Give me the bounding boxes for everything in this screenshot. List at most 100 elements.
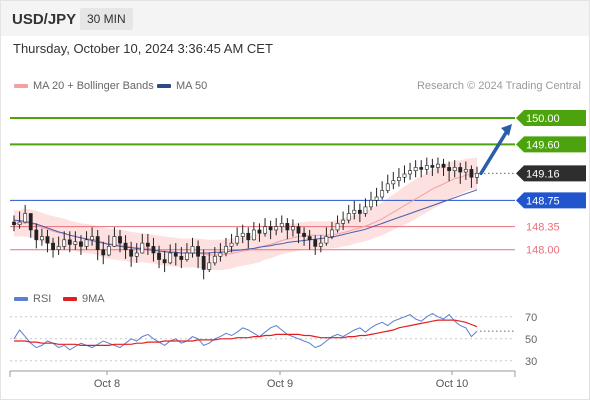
level-label-149.60: 149.60: [526, 139, 560, 151]
candle-body: [346, 213, 351, 221]
candle-body: [51, 242, 55, 250]
candle-body: [469, 169, 474, 178]
candle-body: [246, 232, 251, 241]
candle-body: [17, 221, 22, 225]
candle-body: [34, 229, 39, 241]
candle-body: [56, 246, 61, 250]
legend-ma50: MA 50: [176, 80, 208, 92]
candle-body: [224, 246, 228, 254]
candle-body: [391, 180, 396, 185]
candle-body: [385, 183, 390, 191]
candle-body: [397, 176, 401, 181]
candle-body: [374, 196, 379, 201]
candle-body: [402, 173, 407, 178]
candle-body: [475, 173, 479, 178]
level-label-148.35: 148.35: [526, 222, 560, 234]
rsi-tick-label: 30: [525, 356, 537, 368]
candle-body: [162, 259, 167, 264]
candle-body: [218, 252, 223, 257]
candle-body: [302, 232, 306, 237]
candle-body: [157, 252, 161, 260]
candle-body: [463, 169, 468, 173]
candle-body: [28, 213, 33, 231]
chart-header: USD/JPY 30 MIN: [1, 1, 589, 36]
level-label-150.00: 150.00: [526, 113, 560, 125]
legend-swatch-ma50: [157, 84, 171, 88]
candle-body: [263, 226, 267, 234]
rsi-tick-label: 50: [525, 334, 537, 346]
legend-swatch-rsi-ma: [63, 297, 77, 301]
candle-body: [268, 226, 273, 231]
candle-body: [447, 167, 452, 172]
candle-body: [168, 252, 173, 264]
legend-bollinger: MA 20 + Bollinger Bands: [33, 80, 154, 92]
candle-body: [106, 246, 111, 256]
candle-body: [140, 242, 145, 254]
candle-body: [118, 236, 122, 244]
candle-body: [112, 236, 117, 247]
candle-body: [419, 167, 424, 170]
candle-body: [196, 246, 200, 257]
candle-body: [67, 239, 72, 245]
level-tag-149.60: [516, 136, 586, 153]
candle-body: [279, 223, 284, 227]
candle-body: [441, 163, 446, 168]
x-tick-label: Oct 9: [267, 378, 293, 390]
candle-body: [95, 236, 100, 250]
candle-body: [318, 242, 323, 247]
candle-body: [313, 239, 318, 247]
candle-body: [45, 236, 50, 244]
candle-body: [229, 242, 234, 247]
x-tick-label: Oct 8: [94, 378, 120, 390]
candle-body: [145, 242, 150, 247]
candle-body: [413, 167, 418, 172]
candle-body: [424, 165, 429, 170]
candle-body: [307, 236, 312, 241]
credit-text: Research © 2024 Trading Central: [416, 80, 581, 92]
x-tick-label: Oct 10: [436, 378, 468, 390]
timeframe-badge[interactable]: 30 MIN: [80, 8, 133, 30]
candle-body: [257, 229, 262, 234]
level-label-148.00: 148.00: [526, 245, 560, 257]
candle-body: [408, 170, 412, 175]
level-tag-150.00: [516, 110, 586, 127]
candle-body: [330, 229, 334, 237]
candle-body: [240, 232, 245, 237]
candle-body: [335, 223, 340, 231]
candle-body: [380, 190, 385, 198]
candle-body: [430, 165, 435, 168]
legend-swatch-rsi: [14, 297, 28, 301]
rsi-series-RSI: [13, 312, 478, 351]
candle-body: [352, 209, 357, 214]
candle-body: [73, 241, 78, 245]
legend-swatch-bollinger: [14, 84, 28, 88]
candle-body: [90, 236, 94, 241]
candle-body: [341, 219, 346, 224]
candle-body: [452, 167, 457, 172]
candle-body: [179, 255, 184, 260]
projection-arrow-head: [501, 124, 512, 137]
candle-body: [12, 221, 16, 225]
level-label-149.16: 149.16: [526, 168, 560, 180]
candle-body: [235, 236, 240, 244]
candle-body: [185, 252, 189, 260]
candle-body: [101, 249, 106, 256]
candle-body: [296, 226, 301, 234]
candle-body: [173, 252, 178, 257]
candle-body: [357, 209, 362, 214]
legend-rsi: RSI: [33, 293, 52, 305]
projection-arrow-shaft: [479, 129, 509, 176]
currency-pair: USD/JPY: [12, 11, 77, 28]
candle-body: [458, 167, 463, 173]
bollinger-band: [14, 157, 477, 271]
candle-body: [62, 239, 67, 247]
candle-body: [285, 223, 290, 231]
candle-body: [190, 246, 195, 254]
candle-body: [79, 241, 83, 247]
level-label-148.75: 148.75: [526, 195, 560, 207]
rsi-series-9MA: [14, 319, 478, 346]
candle-body: [363, 206, 368, 214]
ma50-line: [13, 189, 478, 254]
candle-body: [151, 246, 156, 254]
candle-body: [129, 249, 134, 257]
